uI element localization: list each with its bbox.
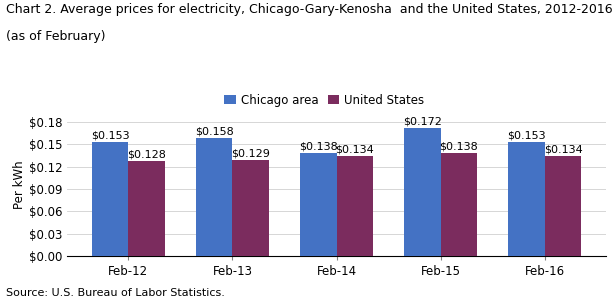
Bar (233, 160, 269, 256)
Bar (545, 156, 581, 256)
Text: Source: U.S. Bureau of Labor Statistics.: Source: U.S. Bureau of Labor Statistics. (6, 288, 225, 298)
Bar (196, 138, 233, 256)
Text: $0.153: $0.153 (91, 130, 129, 141)
Text: Chart 2. Average prices for electricity, Chicago-Gary-Kenosha  and the United St: Chart 2. Average prices for electricity,… (6, 3, 612, 16)
Text: $0.128: $0.128 (127, 149, 166, 159)
Text: $0.153: $0.153 (507, 130, 546, 141)
Bar (509, 142, 545, 256)
Text: $0.158: $0.158 (195, 127, 234, 137)
Text: $0.134: $0.134 (335, 144, 374, 155)
Bar (92, 142, 129, 256)
Bar (441, 153, 477, 256)
Text: (as of February): (as of February) (6, 30, 106, 43)
Text: $0.129: $0.129 (231, 148, 270, 158)
Legend: Chicago area, United States: Chicago area, United States (224, 94, 424, 107)
Bar (300, 153, 337, 256)
Bar (337, 156, 373, 256)
Bar (129, 160, 165, 256)
Text: $0.134: $0.134 (544, 144, 583, 155)
Text: $0.138: $0.138 (439, 141, 479, 152)
Text: $0.172: $0.172 (403, 116, 442, 126)
Bar (405, 128, 441, 256)
Y-axis label: Per kWh: Per kWh (13, 161, 26, 209)
Text: $0.138: $0.138 (299, 141, 338, 152)
